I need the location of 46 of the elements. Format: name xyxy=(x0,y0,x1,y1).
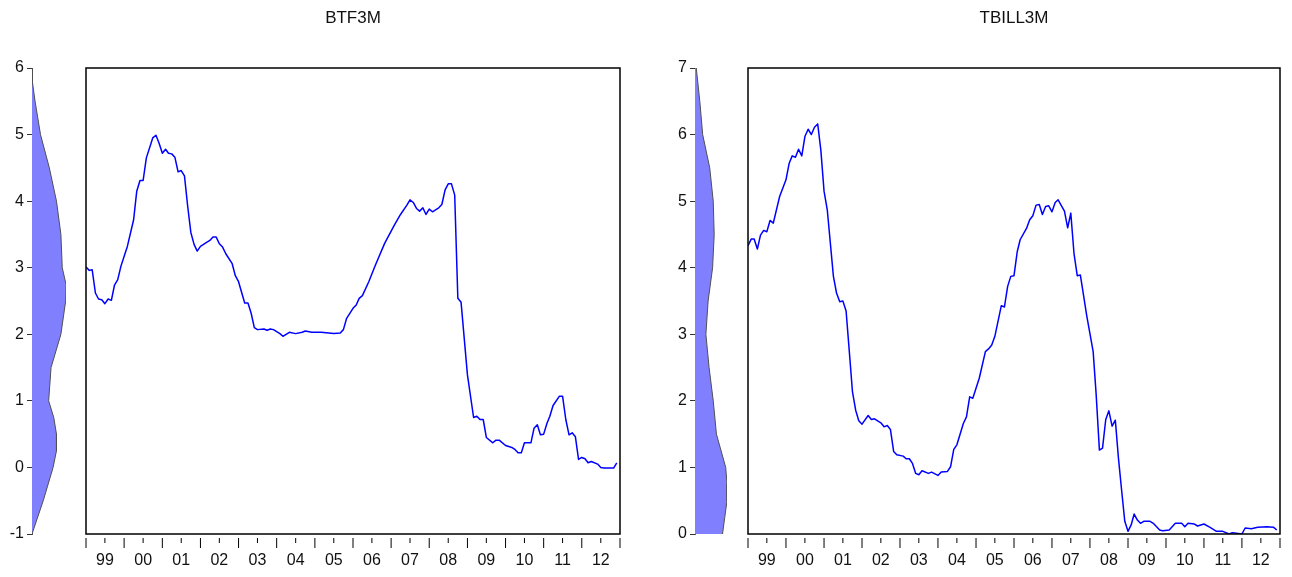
y-tick-label: 2 xyxy=(15,324,25,342)
y-tick-label: 7 xyxy=(678,58,688,76)
x-tick-label: 04 xyxy=(286,551,305,569)
x-tick-label: 99 xyxy=(757,551,776,569)
y-tick-label: 0 xyxy=(678,524,688,542)
x-tick-label: 06 xyxy=(363,551,381,569)
y-tick-label: 0 xyxy=(15,457,25,475)
x-tick-label: 11 xyxy=(554,551,571,569)
y-tick-label: 3 xyxy=(15,258,25,276)
x-tick-label: 12 xyxy=(591,551,610,569)
y-tick-label: 6 xyxy=(15,58,25,76)
y-tick-label: 6 xyxy=(678,124,688,142)
x-tick-label: 01 xyxy=(833,551,852,569)
y-tick-label: 5 xyxy=(15,124,25,142)
x-tick-label: 01 xyxy=(172,551,191,569)
x-tick-label: 12 xyxy=(1251,551,1270,569)
y-tick-label: 3 xyxy=(678,324,688,342)
x-tick-label: 02 xyxy=(871,551,890,569)
chart-title: TBILL3M xyxy=(978,8,1050,28)
x-tick-label: 11 xyxy=(1214,551,1232,569)
x-tick-label: 00 xyxy=(134,551,153,569)
x-tick-label: 06 xyxy=(1023,551,1042,569)
x-tick-label: 07 xyxy=(401,551,420,569)
y-tick-label: 2 xyxy=(678,391,688,409)
y-tick-label: 1 xyxy=(678,457,688,475)
x-tick-label: 10 xyxy=(1175,551,1194,569)
x-tick-label: 08 xyxy=(439,551,458,569)
x-tick-label: 08 xyxy=(1099,551,1118,569)
x-tick-label: 05 xyxy=(985,551,1004,569)
x-tick-label: 09 xyxy=(1137,551,1156,569)
x-tick-label: 02 xyxy=(210,551,229,569)
y-tick-label: 5 xyxy=(678,191,688,209)
y-tick-label: 4 xyxy=(15,191,25,209)
y-tick-label: 1 xyxy=(15,391,25,409)
x-tick-label: 03 xyxy=(248,551,267,569)
x-tick-label: 03 xyxy=(909,551,928,569)
x-tick-label: 04 xyxy=(947,551,966,569)
x-tick-label: 07 xyxy=(1061,551,1080,569)
x-tick-label: 00 xyxy=(796,551,814,569)
x-tick-label: 10 xyxy=(515,551,534,569)
chart-title: BTF3M xyxy=(324,8,382,28)
x-tick-label: 05 xyxy=(324,551,343,569)
x-tick-label: 09 xyxy=(477,551,496,569)
y-tick-label: 4 xyxy=(678,258,688,276)
x-tick-label: 99 xyxy=(96,551,114,569)
y-tick-label: -1 xyxy=(9,524,25,542)
